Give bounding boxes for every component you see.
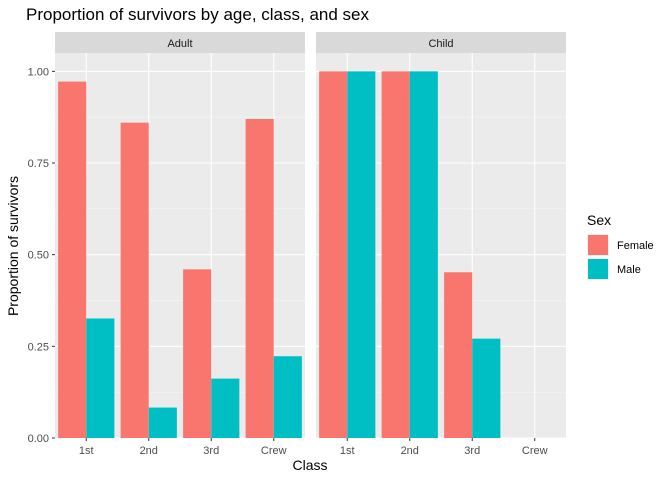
bar-male-1st [86,318,115,438]
bar-male-2nd [148,407,177,438]
bar-male-crew [273,356,302,438]
legend-label-male: Male [617,264,641,276]
x-tick-label: 2nd [401,445,419,457]
bar-male-3rd [472,338,501,438]
legend-swatch-male [588,259,608,279]
x-tick-label: 1st [340,445,355,457]
facet-strip [55,32,305,53]
facet-panel-adult: Adult 1st 2nd 3rd Crew [55,32,305,457]
facet-strip-label: Adult [167,38,192,50]
facet-panels: Adult 1st 2nd 3rd Crew Child 1st 2nd 3rd Crew [55,32,566,457]
y-tick-label: 0.25 [28,341,49,353]
bar-male-2nd [409,71,438,438]
x-tick-label: Crew [261,445,287,457]
bar-female-2nd [381,71,410,438]
bar-female-crew [245,119,274,438]
chart-title: Proportion of survivors by age, class, a… [26,5,369,24]
legend: Sex Female Male [587,212,654,280]
x-tick-label: Crew [522,445,548,457]
legend-swatch-female [588,235,608,255]
x-axis-title: Class [292,457,327,473]
x-tick-label: 3rd [203,445,219,457]
y-tick-label: 1.00 [28,66,49,78]
x-tick-label: 1st [79,445,94,457]
bar-female-2nd [120,122,149,439]
bar-female-1st [319,71,348,438]
y-tick-label: 0.75 [28,158,49,170]
y-tick-label: 0.50 [28,250,49,262]
x-tick-label: 3rd [464,445,480,457]
bar-female-3rd [444,272,473,438]
facet-strip-label: Child [428,38,453,50]
legend-label-female: Female [617,240,654,252]
bar-female-3rd [183,269,212,438]
bar-male-1st [347,71,376,438]
y-axis: 0.00 0.25 0.50 0.75 1.00 [28,66,55,445]
facet-panel-child: Child 1st 2nd 3rd Crew [316,32,566,457]
bar-male-3rd [211,378,240,438]
y-tick-label: 0.00 [28,433,49,445]
x-tick-label: 2nd [140,445,158,457]
facet-strip [316,32,566,53]
y-axis-title: Proportion of survivors [5,176,21,316]
legend-title: Sex [587,212,611,228]
bar-female-1st [58,81,87,438]
